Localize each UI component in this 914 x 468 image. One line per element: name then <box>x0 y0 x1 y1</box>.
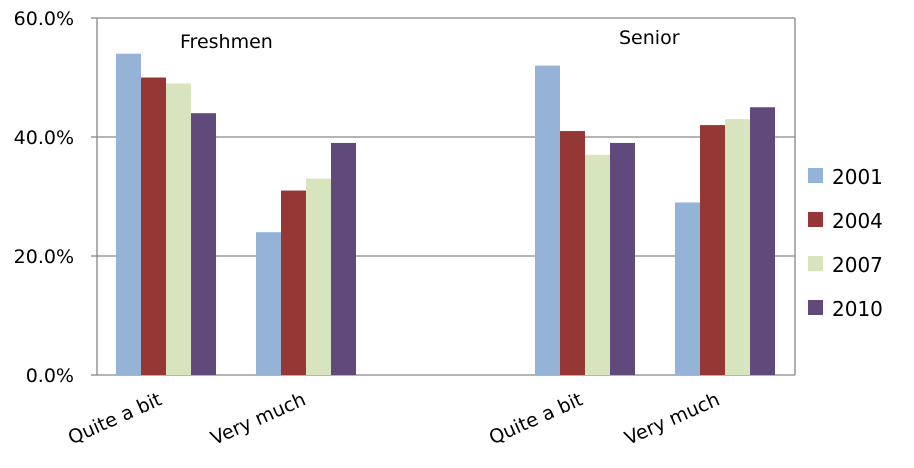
x-axis-labels: Quite a bit Very much Quite a bit Very much <box>65 388 723 449</box>
bar-2007-1 <box>166 83 191 375</box>
x-category-label: Quite a bit <box>65 388 165 449</box>
legend-label: 2010 <box>832 297 883 321</box>
bar-2007-3 <box>585 154 610 375</box>
bar-2010-4 <box>750 107 775 375</box>
bar-2010-1 <box>191 113 216 375</box>
group-label: Freshmen <box>180 31 273 53</box>
bar-2007-4 <box>725 119 750 376</box>
bar-2001-1 <box>116 53 141 375</box>
bar-2004-2 <box>281 190 306 375</box>
legend: 2001 2004 2007 2010 <box>808 165 883 321</box>
bar-2004-4 <box>700 125 725 375</box>
y-axis-ticks: 0.0% 20.0% 40.0% 60.0% <box>14 8 97 387</box>
group-label: Senior <box>619 27 680 49</box>
bar-2001-2 <box>256 232 281 375</box>
legend-swatch-2010 <box>808 300 823 315</box>
legend-swatch-2001 <box>808 168 823 183</box>
y-tick-label: 0.0% <box>26 365 74 387</box>
legend-label: 2004 <box>832 209 883 233</box>
x-category-label: Very much <box>207 388 309 449</box>
bar-2007-2 <box>306 178 331 375</box>
bar-2004-1 <box>141 77 166 375</box>
y-tick-label: 40.0% <box>14 127 74 149</box>
legend-swatch-2007 <box>808 256 823 271</box>
bar-2001-4 <box>675 202 700 375</box>
x-category-label: Quite a bit <box>486 388 586 449</box>
bar-2004-3 <box>560 131 585 375</box>
legend-label: 2007 <box>832 253 883 277</box>
legend-swatch-2004 <box>808 212 823 227</box>
bar-2001-3 <box>535 65 560 375</box>
bar-2010-2 <box>331 142 356 375</box>
y-tick-label: 60.0% <box>14 8 74 30</box>
y-tick-label: 20.0% <box>14 246 74 268</box>
x-category-label: Very much <box>621 388 723 449</box>
legend-label: 2001 <box>832 165 883 189</box>
bars <box>116 53 775 376</box>
bar-2010-3 <box>610 142 635 375</box>
group-labels: Freshmen Senior <box>180 27 680 53</box>
